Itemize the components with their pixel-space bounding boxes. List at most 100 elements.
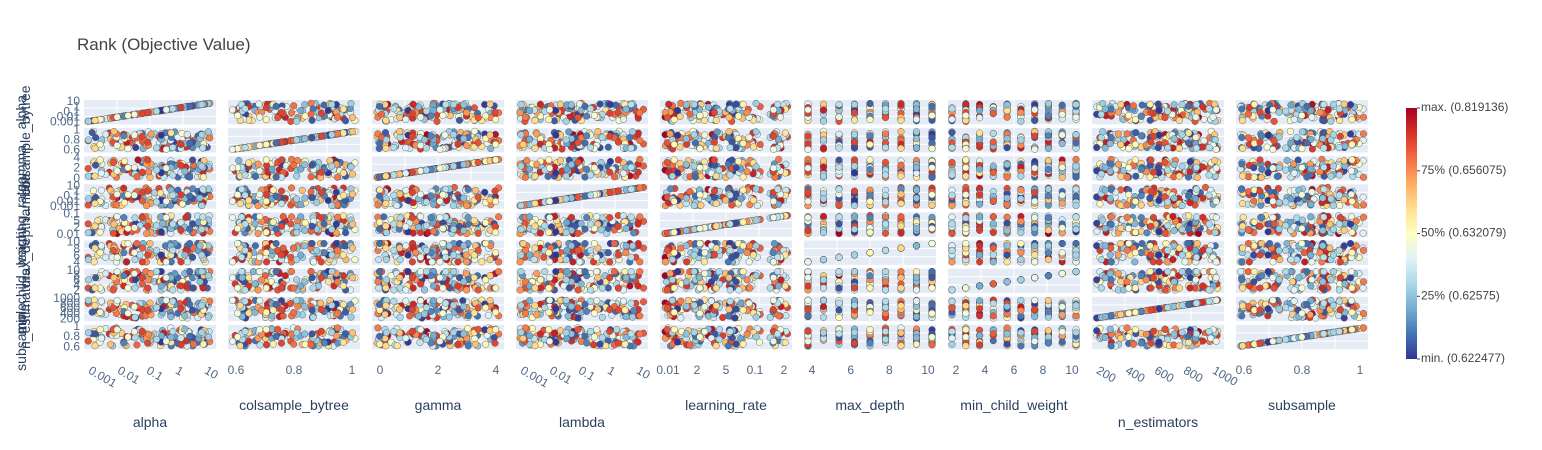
data-point: [552, 169, 560, 177]
data-point: [989, 162, 997, 170]
data-point: [234, 191, 242, 199]
data-point: [1320, 100, 1328, 108]
data-point: [96, 156, 104, 164]
data-point: [533, 160, 541, 168]
data-point: [1199, 163, 1207, 171]
data-point: [376, 186, 384, 194]
data-point: [728, 156, 736, 164]
data-point: [1244, 110, 1252, 118]
data-point: [121, 199, 129, 207]
data-point: [583, 132, 591, 140]
data-point: [663, 158, 671, 166]
data-point: [328, 100, 336, 108]
data-point: [667, 185, 675, 193]
data-point: [710, 187, 718, 195]
data-point: [1269, 197, 1277, 205]
data-point: [668, 172, 676, 180]
data-point: [882, 191, 890, 199]
data-point: [835, 185, 843, 193]
data-point: [234, 111, 242, 119]
data-point: [293, 195, 301, 203]
data-point: [962, 164, 970, 172]
data-point: [913, 144, 921, 152]
data-point: [342, 229, 350, 237]
data-point: [256, 167, 264, 175]
data-point: [1238, 160, 1246, 168]
data-point: [486, 131, 494, 139]
data-point: [696, 111, 704, 119]
data-point: [272, 173, 280, 181]
data-point: [882, 158, 890, 166]
data-point: [1239, 199, 1247, 207]
data-point: [1258, 165, 1266, 173]
data-point: [1146, 100, 1154, 108]
data-point: [1072, 202, 1080, 210]
data-point: [390, 105, 398, 113]
data-point: [1031, 106, 1039, 114]
data-point: [1117, 172, 1125, 180]
data-point: [1199, 143, 1207, 151]
data-point: [1003, 173, 1011, 181]
data-point: [1238, 105, 1246, 113]
cell-gamma-vs-alpha: [84, 155, 216, 181]
data-point: [1149, 132, 1157, 140]
data-point: [1058, 199, 1066, 207]
data-point: [606, 101, 614, 109]
data-point: [897, 100, 905, 108]
data-point: [1017, 195, 1025, 203]
data-point: [696, 164, 704, 172]
data-point: [1359, 130, 1367, 138]
data-point: [169, 171, 177, 179]
data-point: [183, 130, 191, 138]
data-point: [712, 116, 720, 124]
data-point: [307, 110, 315, 118]
data-point: [962, 111, 970, 119]
data-point: [328, 225, 336, 233]
data-point: [1335, 171, 1343, 179]
data-point: [697, 201, 705, 209]
data-point: [690, 202, 698, 210]
data-point: [1336, 116, 1344, 124]
data-point: [1044, 112, 1052, 120]
data-point: [851, 100, 859, 108]
data-point: [436, 145, 444, 153]
data-point: [1138, 101, 1146, 109]
data-point: [1147, 156, 1155, 164]
data-point: [1044, 132, 1052, 140]
data-point: [606, 157, 614, 165]
data-point: [1275, 198, 1283, 206]
data-point: [97, 186, 105, 194]
cell-alpha-vs-lambda: [516, 99, 648, 125]
data-point: [1282, 144, 1290, 152]
data-point: [948, 115, 956, 123]
data-point: [349, 128, 357, 136]
data-point: [234, 224, 242, 232]
data-point: [1131, 156, 1139, 164]
data-point: [396, 214, 404, 222]
data-point: [376, 218, 384, 226]
data-point: [1178, 162, 1186, 170]
data-point: [382, 136, 390, 144]
data-point: [1186, 199, 1194, 207]
data-point: [308, 116, 316, 124]
data-point: [339, 105, 347, 113]
data-point: [686, 188, 694, 196]
data-point: [739, 173, 747, 181]
data-point: [1335, 191, 1343, 199]
data-point: [441, 131, 449, 139]
data-point: [851, 108, 859, 116]
data-point: [1298, 111, 1306, 119]
data-point: [460, 135, 468, 143]
data-point: [334, 173, 342, 181]
data-point: [882, 130, 890, 138]
data-point: [442, 213, 450, 221]
data-point: [349, 220, 357, 228]
data-point: [851, 187, 859, 195]
data-point: [307, 173, 315, 181]
data-point: [913, 128, 921, 136]
data-point: [587, 171, 595, 179]
data-point: [167, 129, 175, 137]
cell-lambda-vs-gamma: [372, 183, 504, 210]
data-point: [1256, 187, 1264, 195]
data-point: [752, 185, 760, 193]
